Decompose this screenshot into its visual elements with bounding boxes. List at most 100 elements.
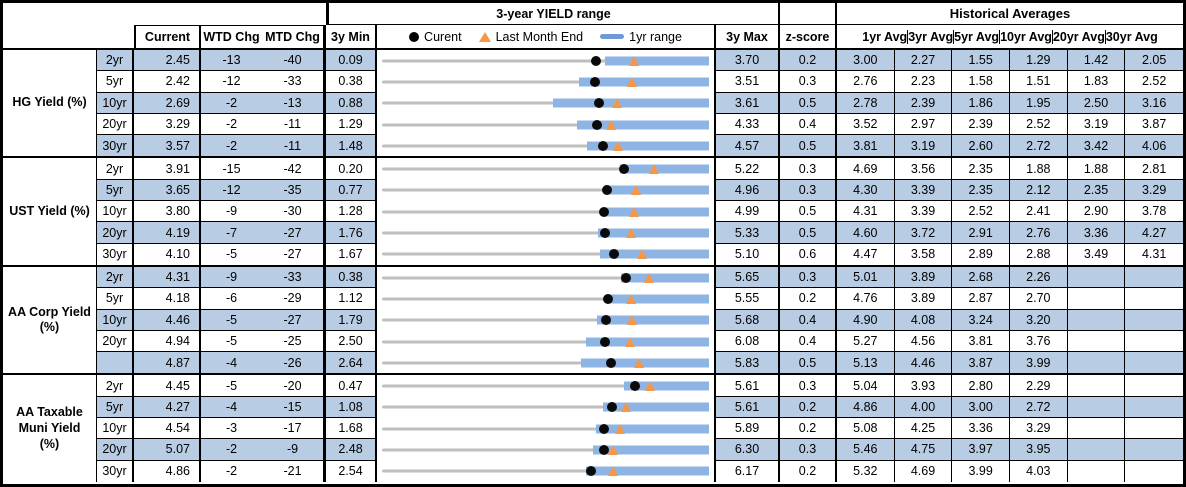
yield-group: AA Corp Yield (%) 2yr 4.31 -9 -33 0.38 5.65 0.3 5… bbox=[3, 264, 1183, 374]
3y-range-track bbox=[382, 318, 709, 322]
avg-value: 3.00 bbox=[837, 50, 895, 72]
avg-value: 3.19 bbox=[894, 135, 953, 157]
avg-value: 3.52 bbox=[837, 113, 895, 136]
1yr-range-bar bbox=[598, 228, 709, 238]
3y-min-value: 2.48 bbox=[326, 439, 377, 461]
table-row: 5yr 3.65 -12 -35 0.77 4.96 0.3 4.30 3.39 2.35 2.12… bbox=[97, 179, 1183, 202]
z-score-value: 0.3 bbox=[780, 158, 837, 180]
group-label: AA Corp Yield (%) bbox=[3, 266, 97, 374]
z-score-value: 0.3 bbox=[780, 266, 837, 289]
current-marker bbox=[620, 272, 631, 283]
mtd-chg-value: -42 bbox=[283, 161, 302, 176]
tenor-cell: 5yr bbox=[97, 396, 134, 419]
mtd-chg-value: -25 bbox=[283, 334, 302, 348]
avg-value: 2.39 bbox=[894, 92, 953, 114]
avg-value bbox=[1067, 418, 1126, 440]
current-value: 3.91 bbox=[134, 158, 201, 180]
current-marker bbox=[618, 164, 629, 175]
tenor-cell bbox=[97, 352, 134, 374]
avg-value bbox=[1067, 460, 1126, 482]
group-label-line: HG Yield (%) bbox=[12, 95, 87, 110]
avg-value: 4.76 bbox=[837, 288, 895, 310]
1yr-range-bar bbox=[592, 445, 709, 455]
3y-range-track bbox=[382, 340, 709, 343]
avg-value: 4.47 bbox=[837, 243, 895, 265]
avg-value: 2.05 bbox=[1125, 50, 1183, 72]
current-value: 4.94 bbox=[134, 330, 201, 353]
last-month-marker bbox=[629, 206, 640, 217]
1yr-range-bar bbox=[597, 315, 709, 325]
wtd-chg-value: -12 bbox=[222, 74, 241, 89]
range-chart-plot bbox=[382, 375, 709, 396]
range-chart-plot bbox=[382, 222, 709, 243]
table-row: 4.87 -4 -26 2.64 5.83 0.5 5.13 4.46 3.87 3.99 bbox=[97, 352, 1183, 374]
range-chart-plot bbox=[382, 267, 709, 288]
avg-value bbox=[1067, 396, 1126, 419]
current-marker bbox=[599, 423, 610, 434]
1yr-range-bar bbox=[605, 294, 709, 304]
range-chart-cell bbox=[377, 266, 716, 289]
3y-min-value: 1.79 bbox=[326, 309, 377, 331]
tenor-cell: 2yr bbox=[97, 50, 134, 72]
wtd-mtd-cell: -7 -27 bbox=[201, 222, 326, 244]
current-marker bbox=[599, 206, 610, 217]
1yr-range-bar bbox=[587, 141, 709, 151]
range-chart-cell bbox=[377, 50, 716, 72]
z-score-value: 0.3 bbox=[780, 179, 837, 202]
yield-group: AA Taxable Muni Yield (%) 2yr 4.45 -5 -20 0.47 5… bbox=[3, 373, 1183, 482]
historical-averages-title: Historical Averages bbox=[837, 3, 1183, 25]
z-score-value: 0.2 bbox=[780, 396, 837, 419]
current-value: 4.54 bbox=[134, 418, 201, 440]
avg-value: 1.55 bbox=[952, 50, 1010, 72]
wtd-mtd-cell: -13 -40 bbox=[201, 50, 326, 72]
avg-value: 2.35 bbox=[1067, 179, 1126, 202]
current-value: 2.45 bbox=[134, 50, 201, 72]
3y-range-track bbox=[382, 210, 709, 214]
avg-value: 3.29 bbox=[1010, 418, 1068, 440]
avg-value bbox=[1067, 288, 1126, 310]
col-header-3yr-avg: 3yr Avg bbox=[908, 29, 955, 44]
3y-min-value: 0.38 bbox=[326, 71, 377, 93]
range-chart-cell bbox=[377, 201, 716, 223]
range-chart-cell bbox=[377, 439, 716, 461]
range-chart-cell bbox=[377, 352, 716, 374]
mtd-chg-value: -11 bbox=[283, 138, 302, 153]
avg-value: 3.36 bbox=[952, 418, 1010, 440]
wtd-chg-value: -2 bbox=[225, 138, 238, 153]
tenor-cell: 20yr bbox=[97, 113, 134, 136]
table-row: 10yr 3.80 -9 -30 1.28 4.99 0.5 4.31 3.39 2.52 2.41… bbox=[97, 201, 1183, 223]
avg-value: 3.81 bbox=[952, 330, 1010, 353]
last-month-marker bbox=[649, 164, 660, 175]
avg-value: 4.69 bbox=[894, 460, 953, 482]
last-month-marker bbox=[631, 185, 642, 196]
3y-max-value: 5.65 bbox=[716, 266, 780, 289]
avg-value: 4.27 bbox=[1125, 222, 1183, 244]
avg-value: 3.36 bbox=[1067, 222, 1126, 244]
mtd-chg-value: -11 bbox=[283, 117, 302, 132]
col-header-10yr-avg: 10yr Avg bbox=[1000, 29, 1053, 44]
avg-value bbox=[1125, 375, 1183, 397]
tenor-cell: 10yr bbox=[97, 92, 134, 114]
3y-min-value: 1.28 bbox=[326, 201, 377, 223]
wtd-mtd-cell: -2 -9 bbox=[201, 439, 326, 461]
avg-value: 2.91 bbox=[952, 222, 1010, 244]
last-month-marker bbox=[637, 249, 648, 260]
tenor-cell: 5yr bbox=[97, 179, 134, 202]
col-header-wtd: WTD Chg bbox=[203, 30, 260, 44]
group-rows: 2yr 4.31 -9 -33 0.38 5.65 0.3 5.01 3.89 2.68 2.26 5… bbox=[97, 266, 1183, 374]
tenor-cell: 5yr bbox=[97, 71, 134, 93]
wtd-chg-value: -5 bbox=[225, 334, 238, 348]
3y-max-value: 3.70 bbox=[716, 50, 780, 72]
avg-value: 2.27 bbox=[894, 50, 953, 72]
3y-max-value: 5.10 bbox=[716, 243, 780, 265]
avg-value: 2.97 bbox=[894, 113, 953, 136]
wtd-chg-value: -2 bbox=[225, 464, 238, 479]
group-label: AA Taxable Muni Yield (%) bbox=[3, 375, 97, 482]
group-rows: 2yr 4.45 -5 -20 0.47 5.61 0.3 5.04 3.93 2.80 2.29 5… bbox=[97, 375, 1183, 482]
table-row: 30yr 4.86 -2 -21 2.54 6.17 0.2 5.32 4.69 3.99 4.03 bbox=[97, 460, 1183, 482]
wtd-chg-value: -2 bbox=[225, 117, 238, 132]
avg-value: 5.04 bbox=[837, 375, 895, 397]
avg-value: 3.39 bbox=[894, 201, 953, 223]
3y-min-value: 0.77 bbox=[326, 179, 377, 202]
tenor-cell: 20yr bbox=[97, 439, 134, 461]
